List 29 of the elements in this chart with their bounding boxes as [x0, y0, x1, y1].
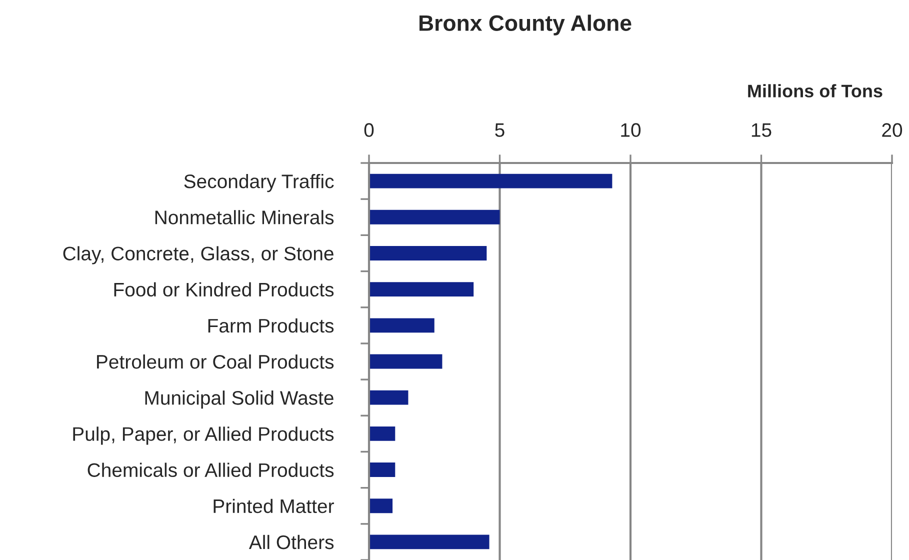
y-tick-label: Pulp, Paper, or Allied Products [73, 426, 334, 445]
y-tick-label: Clay, Concrete, Glass, or Stone [63, 246, 334, 264]
bar [369, 462, 396, 477]
y-tick-label: Secondary Traffic [184, 174, 334, 192]
y-tick-label: Printed Matter [214, 498, 334, 514]
x-tick-label: 5 [495, 123, 504, 137]
y-tick-label: Farm Products [208, 318, 334, 333]
chart-title: Bronx County Alone [420, 14, 632, 36]
x-axis-title: Millions of Tons [748, 84, 882, 98]
bar [369, 210, 500, 224]
y-tick-label: Nonmetallic Minerals [155, 210, 334, 224]
y-tick-label: Food or Kindred Products [114, 282, 334, 297]
x-tick-label: 10 [621, 123, 641, 137]
x-tick-label: 0 [364, 123, 374, 137]
y-tick-label: Municipal Solid Waste [145, 390, 334, 409]
bar [369, 246, 487, 260]
bar [369, 174, 612, 188]
bar [369, 534, 490, 550]
bar [369, 390, 408, 405]
x-tick-label: 20 [882, 123, 902, 137]
bar [369, 498, 393, 514]
y-tick-label: All Others [248, 534, 334, 550]
x-tick-label: 15 [752, 123, 772, 137]
bar [369, 354, 442, 369]
y-tick-label: Chemicals or Allied Products [88, 462, 334, 478]
bar [369, 426, 396, 441]
bar [369, 318, 434, 333]
y-tick-label: Petroleum or Coal Products [97, 354, 334, 369]
bar [369, 282, 474, 297]
